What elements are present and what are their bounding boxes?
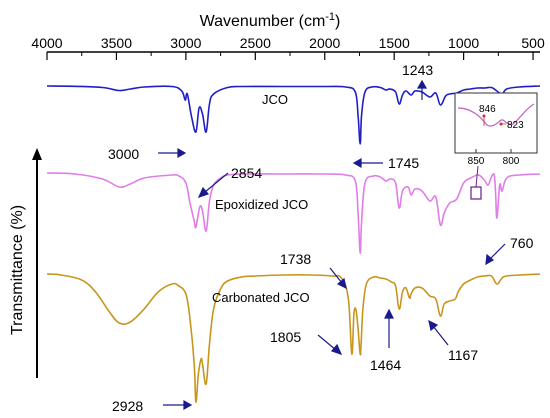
x-tick-label-500: 500 <box>521 35 545 51</box>
series-line-epoxidized-jco <box>46 172 541 254</box>
arrowhead-1745 <box>352 157 362 169</box>
arrowhead-1805 <box>330 343 343 355</box>
series-label-epoxidized-jco: Epoxidized JCO <box>215 197 308 212</box>
arrowhead-2928 <box>183 399 193 411</box>
series-group <box>46 85 541 403</box>
arrow-1167 <box>432 325 449 346</box>
annotation-1745: 1745 <box>388 155 419 171</box>
inset-callout-connector <box>475 165 479 188</box>
inset: 846 823 850 800 <box>454 92 538 167</box>
inset-dot-823 <box>499 122 503 126</box>
annotation-1464: 1464 <box>370 357 401 373</box>
arrow-760 <box>489 243 506 260</box>
y-axis-title: Transmittance (%) <box>9 205 26 335</box>
inset-curve <box>457 103 535 127</box>
x-tick-label-1500: 1500 <box>379 35 410 51</box>
arrow-1805 <box>317 334 337 351</box>
annotation-arrows <box>158 79 506 411</box>
series-line-jco <box>46 85 541 145</box>
inset-dot-846 <box>482 114 486 118</box>
inset-tick-label-850: 850 <box>468 156 485 167</box>
annotation-1738: 1738 <box>280 251 311 267</box>
x-tick-label-3000: 3000 <box>170 35 201 51</box>
arrowhead-1464 <box>384 308 394 319</box>
arrowhead-1167 <box>428 319 439 332</box>
inset-label-823: 823 <box>507 120 524 131</box>
x-tick-label-1000: 1000 <box>448 35 479 51</box>
inset-callout-box <box>470 186 482 200</box>
arrowhead-2854 <box>197 186 210 198</box>
inset-label-846: 846 <box>479 104 496 115</box>
x-axis-title: Wavenumber (cm-1) <box>200 11 341 30</box>
annotation-1167: 1167 <box>448 347 478 363</box>
x-tick-label-3500: 3500 <box>101 35 132 51</box>
arrow-2854 <box>204 172 229 193</box>
inset-tick-label-800: 800 <box>503 156 520 167</box>
annotation-3000: 3000 <box>108 146 139 162</box>
inset-frame <box>454 92 538 154</box>
series-label-jco: JCO <box>262 92 288 107</box>
series-label-carbonated-jco: Carbonated JCO <box>212 290 310 305</box>
arrowhead-3000 <box>177 147 187 159</box>
arrowhead-760 <box>485 253 495 266</box>
annotation-2854: 2854 <box>231 165 262 181</box>
annotation-760: 760 <box>510 235 534 251</box>
x-tick-label-2500: 2500 <box>240 35 271 51</box>
annotation-2928: 2928 <box>112 398 143 414</box>
x-ticks: 4000 3500 3000 2500 2000 1500 1000 500 <box>31 35 545 60</box>
arrow-1738 <box>329 267 343 284</box>
arrowhead-1243 <box>416 79 428 89</box>
series-line-carbonated-jco <box>46 273 541 403</box>
y-axis-arrowhead <box>32 148 42 160</box>
x-tick-label-2000: 2000 <box>309 35 340 51</box>
annotation-1243: 1243 <box>402 62 433 78</box>
x-tick-label-4000: 4000 <box>31 35 62 51</box>
annotation-1805: 1805 <box>270 329 301 345</box>
arrowhead-1738 <box>336 277 347 290</box>
